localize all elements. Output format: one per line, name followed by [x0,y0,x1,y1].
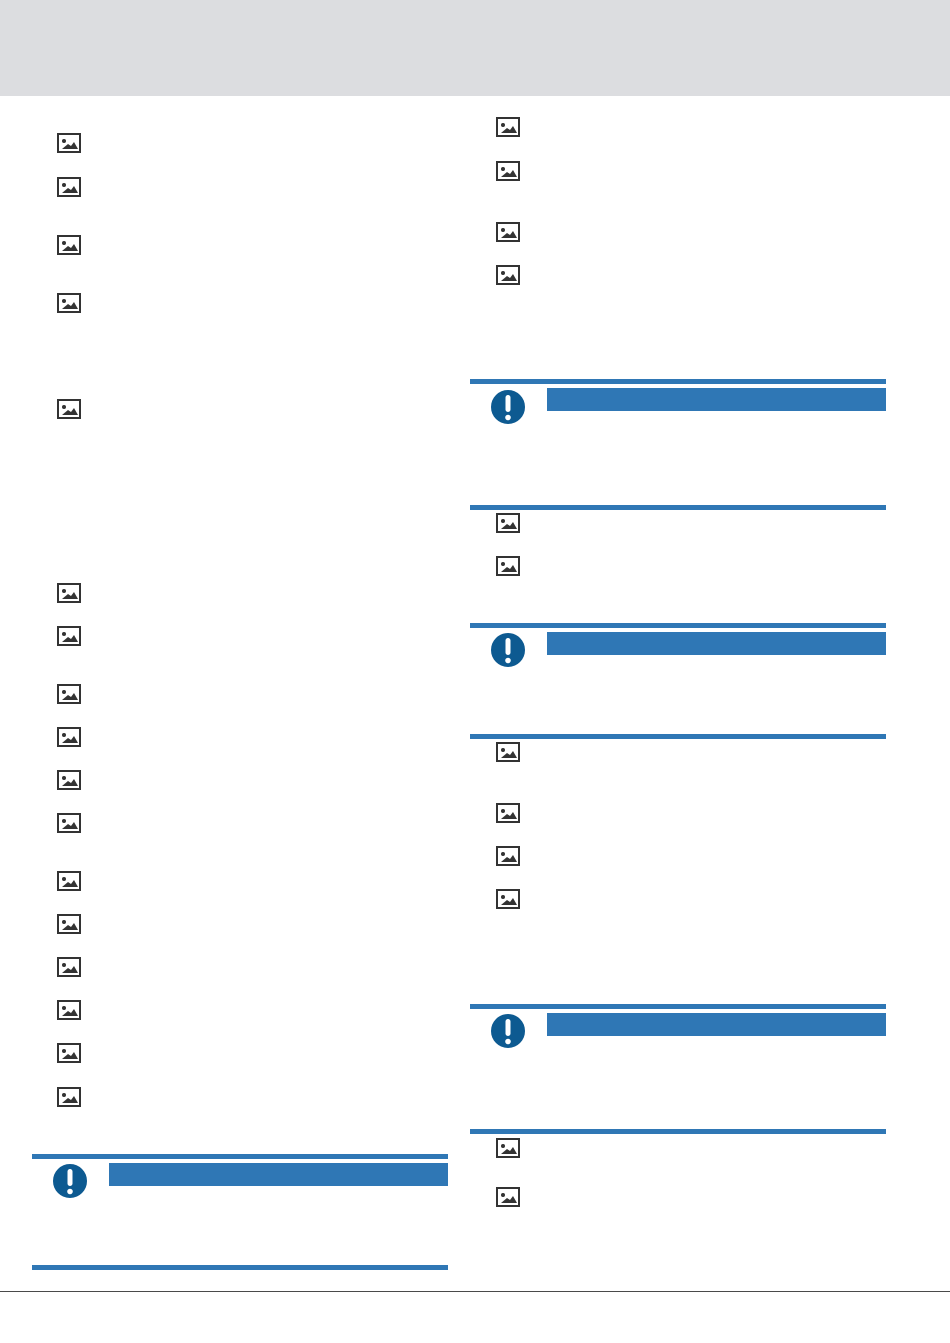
image-placeholder-icon [496,1187,520,1207]
image-placeholder-icon [496,222,520,242]
image-placeholder-icon [57,1000,81,1020]
image-placeholder-icon [57,727,81,747]
image-placeholder-icon [57,813,81,833]
image-placeholder-icon [57,177,81,197]
image-placeholder-icon [496,889,520,909]
notice-top-rule [470,1004,886,1009]
image-placeholder-icon [57,583,81,603]
image-placeholder-icon [57,133,81,153]
notice-bottom-rule [32,1265,448,1270]
page-header-band [0,0,950,96]
image-placeholder-icon [496,803,520,823]
notice-bottom-rule [470,1129,886,1134]
image-placeholder-icon [57,399,81,419]
image-placeholder-icon [496,265,520,285]
footer-rule [0,1291,950,1292]
image-placeholder-icon [57,1043,81,1063]
notice-top-rule [470,623,886,628]
notice-bottom-rule [470,734,886,739]
image-placeholder-icon [57,684,81,704]
image-placeholder-icon [496,513,520,533]
image-placeholder-icon [57,1087,81,1107]
exclamation-mark-icon [489,1012,527,1050]
image-placeholder-icon [57,626,81,646]
image-placeholder-icon [496,846,520,866]
image-placeholder-icon [496,556,520,576]
image-placeholder-icon [57,770,81,790]
notice-top-rule [32,1154,448,1159]
exclamation-mark-icon [489,631,527,669]
notice-heading-bar [109,1163,448,1186]
image-placeholder-icon [57,957,81,977]
notice-heading-bar [547,388,886,411]
exclamation-mark-icon [51,1162,89,1200]
notice-heading-bar [547,632,886,655]
image-placeholder-icon [496,161,520,181]
exclamation-mark-icon [489,388,527,426]
image-placeholder-icon [496,742,520,762]
notice-top-rule [470,379,886,384]
notice-heading-bar [547,1013,886,1036]
notice-bottom-rule [470,505,886,510]
image-placeholder-icon [57,914,81,934]
image-placeholder-icon [496,117,520,137]
image-placeholder-icon [496,1138,520,1158]
image-placeholder-icon [57,235,81,255]
image-placeholder-icon [57,293,81,313]
image-placeholder-icon [57,871,81,891]
